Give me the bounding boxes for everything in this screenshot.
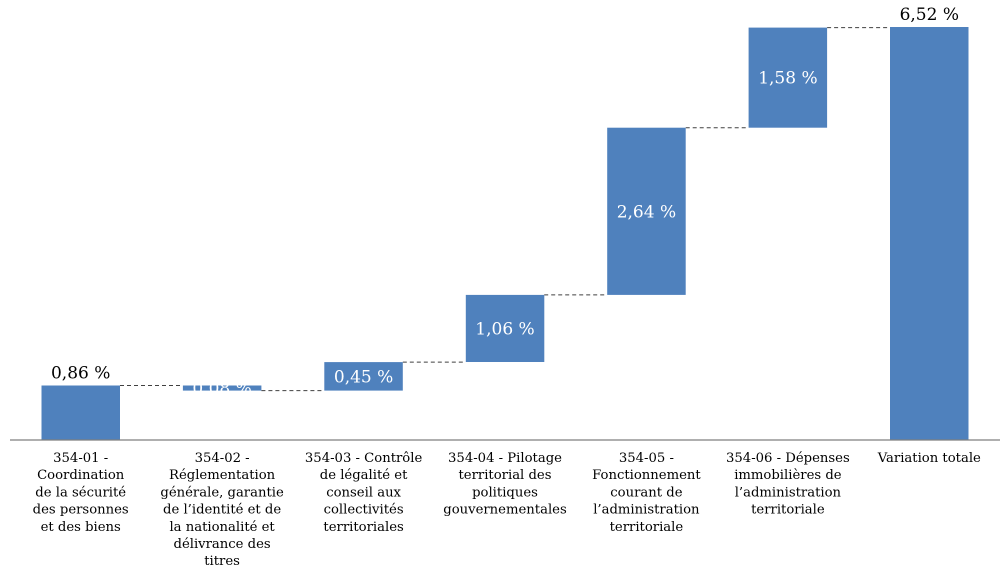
- bar-7: [890, 27, 969, 440]
- x-tick-label-4: 354-04 - Pilotage territorial des politiqu…: [443, 451, 567, 518]
- x-tick-label-6: 354-06 - Dépenses immobilières de l’admini…: [726, 451, 850, 518]
- data-label-1: 0,86 %: [51, 364, 110, 384]
- x-tick-label-line: courant de: [610, 485, 682, 500]
- x-tick-label-line: et des biens: [41, 520, 121, 535]
- bar-5: [607, 127, 686, 295]
- x-tick-label-5: 354-05 - Fonctionnement courant de l’admini…: [592, 451, 701, 535]
- bar-2: [182, 385, 262, 391]
- x-tick-label-1: 354-01 - Coordination de la sécurité des pe…: [33, 451, 129, 535]
- x-tick-label-line: territoriale: [610, 520, 684, 535]
- x-tick-label-line: Variation totale: [877, 451, 981, 466]
- x-tick-label-line: 354-05 -: [619, 451, 674, 466]
- x-tick-label-line: gouvernementales: [443, 503, 567, 518]
- x-tick-label-line: 354-02 -: [195, 451, 250, 466]
- x-tick-label-line: de la sécurité: [35, 485, 126, 500]
- x-tick-label-line: des personnes: [33, 503, 129, 518]
- x-tick-label-line: générale, garantie: [160, 485, 284, 500]
- x-tick-label-line: Coordination: [37, 468, 125, 483]
- x-tick-label-line: 354-01 -: [53, 451, 108, 466]
- data-label-5: 2,64 %: [617, 202, 676, 222]
- x-tick-label-line: titres: [204, 554, 240, 569]
- data-label-2: 0,08 %: [192, 379, 251, 399]
- x-tick-label-group: 354-01 - Coordination de la sécurité des pe…: [33, 451, 981, 569]
- bar-6: [748, 27, 828, 128]
- bar-3: [324, 362, 403, 391]
- connector-group: [120, 27, 890, 392]
- x-tick-label-line: Réglementation: [169, 468, 276, 483]
- x-tick-label-line: 354-03 - Contrôle: [305, 451, 423, 466]
- data-label-7: 6,52 %: [900, 5, 959, 25]
- x-tick-label-line: immobilières de: [734, 468, 842, 483]
- x-tick-label-line: 354-04 - Pilotage: [448, 451, 562, 466]
- x-tick-label-line: territorial des: [459, 468, 552, 483]
- x-tick-label-line: politiques: [472, 485, 538, 500]
- x-tick-label-line: conseil aux: [326, 485, 401, 500]
- x-tick-label-2: 354-02 - Réglementation générale, garantie…: [160, 451, 284, 569]
- x-tick-label-line: collectivités: [324, 503, 404, 518]
- x-tick-label-line: de l’identité et de: [163, 503, 281, 518]
- x-tick-label-3: 354-03 - Contrôle de légalité et conseil a…: [305, 451, 423, 535]
- data-label-3: 0,45 %: [334, 367, 393, 387]
- data-label-6: 1,58 %: [758, 69, 817, 89]
- bar-4: [465, 294, 545, 362]
- x-tick-label-line: 354-06 - Dépenses: [726, 451, 850, 466]
- x-tick-label-line: délivrance des: [174, 537, 271, 552]
- x-tick-label-line: Fonctionnement: [592, 468, 701, 483]
- x-tick-label-7: Variation totale: [877, 451, 981, 466]
- x-tick-label-line: territoriale: [751, 503, 825, 518]
- bar-group: [41, 27, 969, 440]
- x-tick-label-line: la nationalité et: [169, 520, 275, 535]
- bar-1: [41, 385, 120, 440]
- x-tick-label-line: l’administration: [593, 503, 700, 518]
- data-label-4: 1,06 %: [475, 320, 534, 340]
- x-tick-label-line: de légalité et: [320, 468, 408, 483]
- data-label-group: 0,86 % 0,08 % 0,45 % 1,06 % 2,64 % 1,58 % 6,52…: [51, 5, 959, 399]
- x-tick-label-line: territoriales: [323, 520, 404, 535]
- x-tick-label-line: l’administration: [735, 485, 842, 500]
